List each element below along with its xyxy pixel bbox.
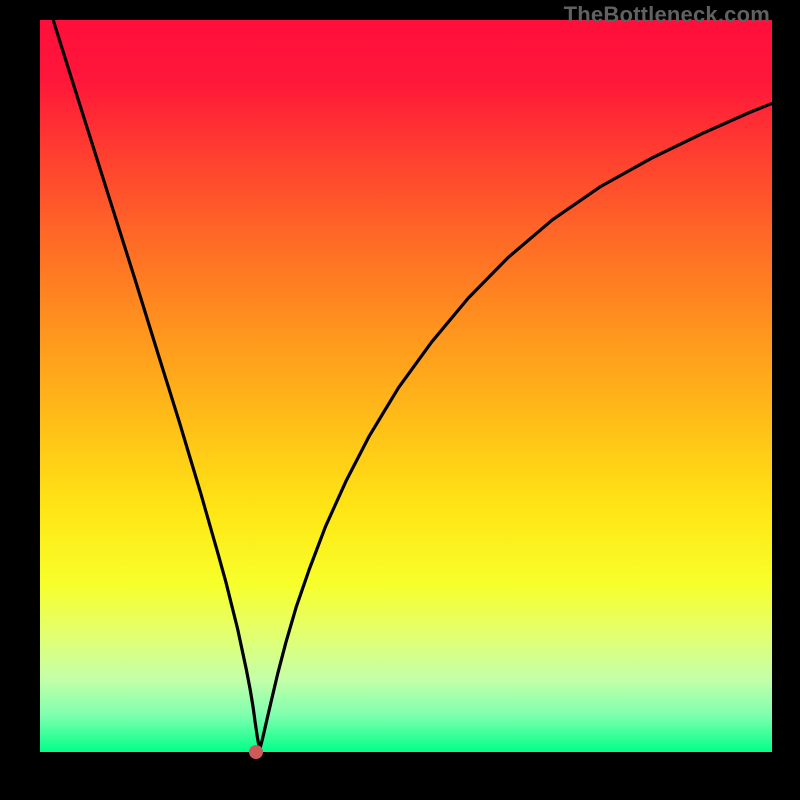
bottleneck-curve [53,20,772,750]
figure-canvas: TheBottleneck.com [0,0,800,800]
minimum-marker [249,745,263,759]
curve-layer [0,0,800,800]
watermark-text: TheBottleneck.com [564,2,770,28]
